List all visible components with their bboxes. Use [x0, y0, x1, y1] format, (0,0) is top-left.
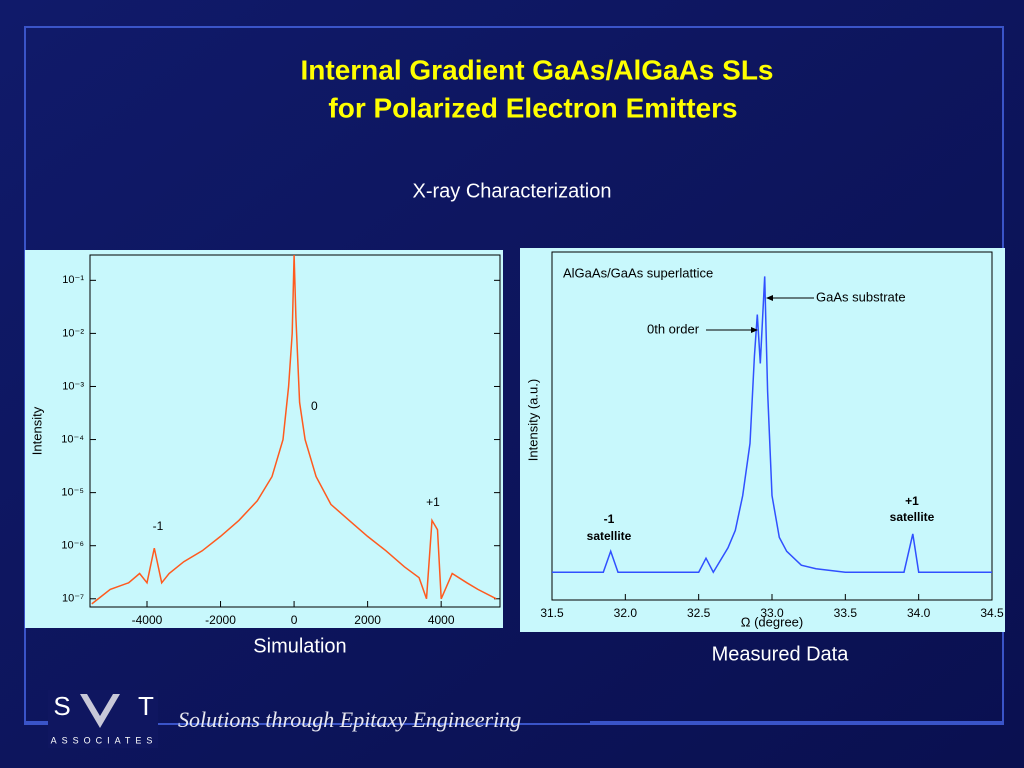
- tagline: Solutions through Epitaxy Engineering: [178, 707, 521, 732]
- annotation: satellite: [587, 529, 632, 543]
- arrow-head: [751, 327, 758, 333]
- plot-frame: [89, 254, 501, 608]
- x-tick-label: 2000: [354, 613, 381, 627]
- y-tick-label: 10⁻⁴: [61, 433, 84, 445]
- title-line: Internal Gradient GaAs/AlGaAs SLs: [300, 54, 773, 85]
- x-tick-label: 4000: [428, 613, 455, 627]
- x-tick-label: 31.5: [540, 606, 564, 620]
- y-tick-label: 10⁻¹: [62, 274, 84, 286]
- annotation: satellite: [890, 510, 935, 524]
- data-line: [552, 276, 992, 574]
- logo-v: [80, 694, 120, 728]
- chart-panel: [25, 250, 503, 628]
- annotation: AlGaAs/GaAs superlattice: [563, 265, 713, 280]
- annotation: 0: [311, 399, 318, 413]
- annotation: 0th order: [647, 321, 700, 336]
- x-tick-label: -4000: [132, 613, 163, 627]
- logo-letter: S: [53, 691, 70, 721]
- annotation: GaAs substrate: [816, 289, 906, 304]
- x-tick-label: 34.5: [980, 606, 1004, 620]
- annotation: -1: [153, 519, 164, 533]
- y-axis-label: Intensity (a.u.): [525, 379, 540, 461]
- x-tick-label: 33.0: [760, 606, 784, 620]
- title-line: for Polarized Electron Emitters: [328, 92, 737, 123]
- x-tick-label: 34.0: [907, 606, 931, 620]
- y-axis-label: Intensity: [29, 406, 44, 455]
- x-axis-label: Ω (degree): [741, 614, 803, 629]
- y-tick-label: 10⁻³: [62, 380, 84, 392]
- x-tick-label: 33.5: [834, 606, 858, 620]
- caption: Measured Data: [712, 643, 850, 665]
- annotation: -1: [604, 512, 615, 526]
- y-tick-label: 10⁻⁶: [61, 540, 84, 552]
- caption: Simulation: [253, 635, 346, 657]
- y-tick-label: 10⁻⁵: [61, 487, 84, 499]
- subtitle: X-ray Characterization: [413, 180, 612, 202]
- x-tick-label: 32.0: [614, 606, 638, 620]
- arrow-head: [766, 295, 773, 301]
- logo-sub: ASSOCIATES: [51, 735, 158, 745]
- annotation: +1: [426, 495, 440, 509]
- data-line: [91, 254, 497, 605]
- x-tick-label: -2000: [205, 613, 236, 627]
- y-tick-label: 10⁻²: [62, 327, 84, 339]
- x-tick-label: 0: [291, 613, 298, 627]
- x-tick-label: 32.5: [687, 606, 711, 620]
- annotation: +1: [905, 494, 919, 508]
- logo-letter: T: [138, 691, 154, 721]
- y-tick-label: 10⁻⁷: [62, 593, 84, 605]
